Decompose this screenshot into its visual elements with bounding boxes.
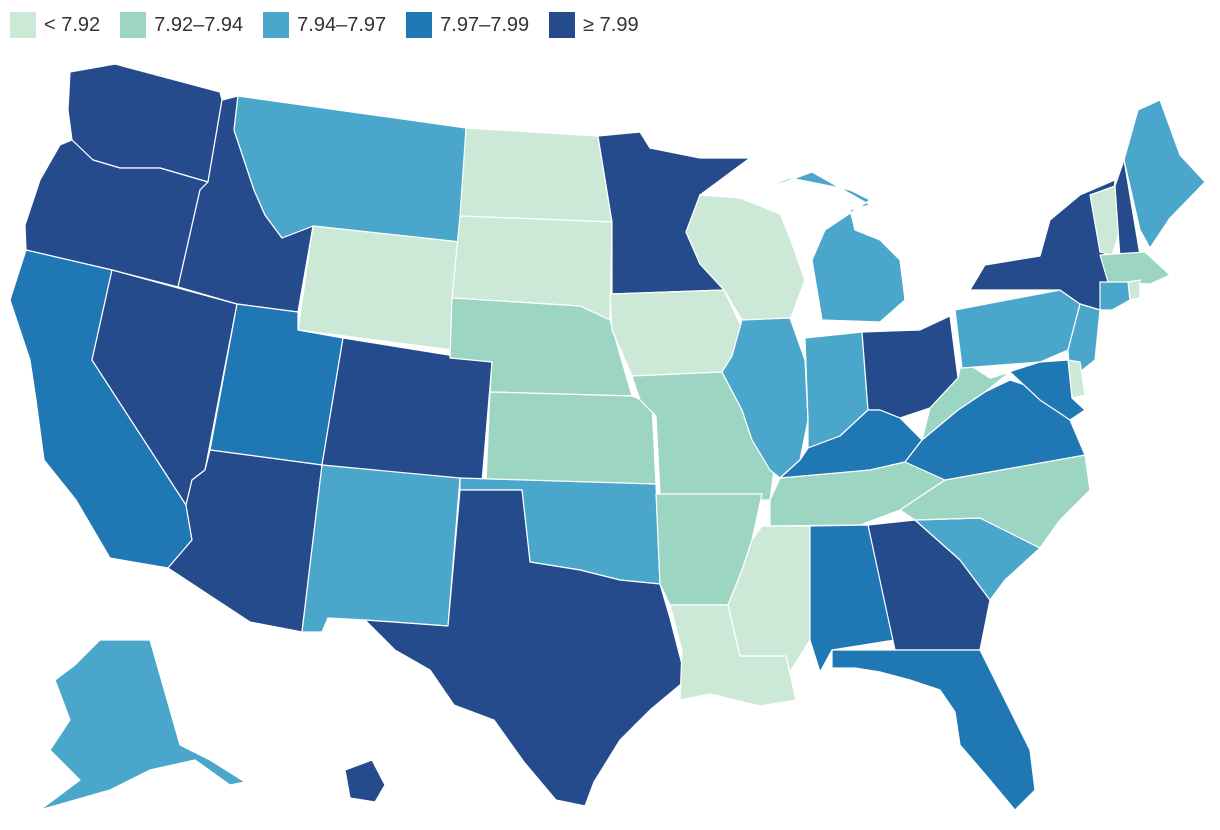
legend-item-bin-1: 7.92–7.94 xyxy=(120,12,243,38)
legend-swatch xyxy=(549,12,576,38)
legend-swatch xyxy=(10,12,36,38)
state-nd[interactable] xyxy=(459,127,613,223)
state-me[interactable] xyxy=(1123,99,1206,249)
state-fl[interactable] xyxy=(831,649,1036,811)
legend-swatch xyxy=(406,12,433,38)
legend-label: 7.97–7.99 xyxy=(440,13,530,36)
legend-swatch xyxy=(263,12,290,38)
legend-swatch xyxy=(120,12,147,38)
state-vt[interactable] xyxy=(1089,185,1121,256)
state-nm[interactable] xyxy=(301,464,461,633)
legend-item-bin-2: 7.94–7.97 xyxy=(263,12,386,38)
state-pa[interactable] xyxy=(954,289,1081,369)
state-mt[interactable] xyxy=(233,95,467,243)
state-tx[interactable] xyxy=(364,489,687,807)
state-il[interactable] xyxy=(721,317,809,479)
state-mi[interactable] xyxy=(739,171,906,323)
legend-label: < 7.92 xyxy=(44,13,101,36)
state-ks[interactable] xyxy=(485,391,657,485)
legend-item-bin-3: 7.97–7.99 xyxy=(406,12,529,38)
legend-item-bin-4: ≥ 7.99 xyxy=(549,12,639,38)
legend-label: ≥ 7.99 xyxy=(583,13,639,36)
state-md[interactable] xyxy=(989,359,1086,421)
state-wy[interactable] xyxy=(297,225,461,351)
legend-label: 7.94–7.97 xyxy=(297,13,387,36)
state-ma[interactable] xyxy=(1099,251,1171,285)
state-hi[interactable] xyxy=(344,759,386,803)
state-ct[interactable] xyxy=(1099,281,1131,311)
legend-item-bin-0: < 7.92 xyxy=(10,12,100,38)
legend: < 7.92 7.92–7.94 7.94–7.97 7.97–7.99 ≥ 7… xyxy=(10,12,659,38)
legend-label: 7.92–7.94 xyxy=(154,13,244,36)
state-ak[interactable] xyxy=(39,639,246,811)
state-ia[interactable] xyxy=(609,289,743,377)
